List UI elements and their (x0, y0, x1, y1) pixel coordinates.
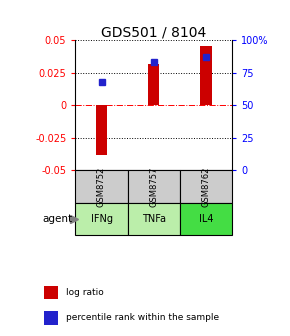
Bar (44, 286, 58, 299)
Text: GSM8752: GSM8752 (97, 166, 106, 207)
Text: GSM8762: GSM8762 (201, 166, 211, 207)
Bar (96, 105, 107, 155)
Bar (200, 45, 212, 105)
Bar (180, 203, 232, 235)
Text: log ratio: log ratio (66, 288, 104, 297)
Bar (75, 170, 128, 203)
Title: GDS501 / 8104: GDS501 / 8104 (101, 25, 206, 39)
Text: agent: agent (43, 214, 73, 224)
Bar (148, 64, 160, 105)
Text: IL4: IL4 (199, 214, 213, 224)
Bar (180, 170, 232, 203)
Text: IFNg: IFNg (90, 214, 113, 224)
Bar (128, 170, 180, 203)
Bar (44, 311, 58, 325)
Bar (75, 203, 128, 235)
Bar (128, 203, 180, 235)
Text: GSM8757: GSM8757 (149, 166, 158, 207)
Text: percentile rank within the sample: percentile rank within the sample (66, 313, 219, 322)
Text: TNFa: TNFa (142, 214, 166, 224)
